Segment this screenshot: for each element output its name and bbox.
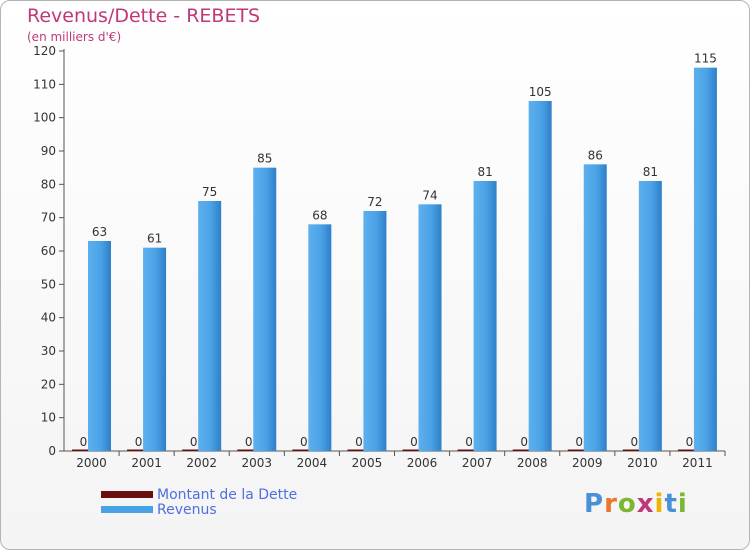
bar-dette [347,449,371,451]
y-tick-label: 40 [41,311,56,325]
logo-letter: i [654,489,665,519]
data-label-revenus: 105 [529,85,552,99]
bar-revenus [638,181,662,451]
legend-label-dette: Montant de la Dette [157,486,298,503]
data-label-revenus: 81 [643,165,658,179]
y-tick-label: 60 [41,244,56,258]
bar-revenus [473,181,497,451]
bar-dette [402,449,426,451]
data-label-revenus: 81 [477,165,492,179]
y-tick-label: 10 [41,411,56,425]
data-label-revenus: 72 [367,195,382,209]
chart-subtitle: (en milliers d'€) [27,30,122,44]
y-tick-label: 120 [33,44,56,58]
x-tick-label: 2010 [627,456,658,470]
legend-swatch-revenus [101,506,153,513]
logo-letter: x [636,489,655,519]
logo-letter: i [677,489,688,519]
bar-dette [457,449,481,451]
legend-item-dette: Montant de la Dette [101,486,298,503]
bar-dette [127,449,151,451]
x-tick-label: 2011 [682,456,713,470]
data-label-revenus: 68 [312,208,327,222]
logo-letter: P [584,489,605,519]
bar-dette [567,449,591,451]
y-tick-label: 100 [33,111,56,125]
x-tick-label: 2008 [517,456,548,470]
bar-revenus [528,101,552,451]
x-tick-label: 2007 [462,456,493,470]
data-label-dette: 0 [410,435,418,449]
data-label-revenus: 75 [202,185,217,199]
x-tick-label: 2006 [407,456,438,470]
bar-revenus [198,201,222,451]
x-tick-label: 2003 [242,456,273,470]
legend-label-revenus: Revenus [157,501,217,518]
chart-legend: Montant de la Dette Revenus [101,486,298,518]
data-label-dette: 0 [300,435,308,449]
data-label-revenus: 86 [588,148,603,162]
y-tick-label: 70 [41,211,56,225]
logo-letter: t [664,489,678,519]
bar-revenus [363,211,387,451]
data-label-dette: 0 [80,435,88,449]
x-tick-label: 2002 [186,456,217,470]
bar-dette [237,449,261,451]
data-label-dette: 0 [190,435,198,449]
bar-revenus [143,247,167,451]
data-label-revenus: 74 [422,188,437,202]
data-label-dette: 0 [135,435,143,449]
data-label-dette: 0 [245,435,253,449]
bar-dette [182,449,206,451]
data-label-revenus: 63 [92,225,107,239]
data-label-dette: 0 [686,435,694,449]
data-label-revenus: 85 [257,152,272,166]
bar-revenus [583,164,607,452]
y-tick-label: 50 [41,277,56,291]
bar-revenus [418,204,442,451]
data-label-revenus: 115 [694,52,717,66]
y-tick-label: 30 [41,344,56,358]
bar-revenus [253,167,277,451]
data-label-dette: 0 [465,435,473,449]
bar-dette [512,449,536,451]
data-label-dette: 0 [631,435,639,449]
legend-swatch-dette [101,491,153,498]
y-tick-label: 0 [48,444,56,458]
logo-letter: r [604,489,618,519]
bar-revenus [88,241,111,451]
x-tick-label: 2005 [352,456,383,470]
x-tick-label: 2004 [297,456,328,470]
y-tick-label: 110 [33,77,56,91]
data-label-revenus: 61 [147,232,162,246]
bar-dette [292,449,316,451]
bar-revenus [693,67,717,452]
y-tick-label: 90 [41,144,56,158]
x-tick-label: 2001 [131,456,162,470]
bar-dette [677,449,701,451]
x-tick-label: 2000 [76,456,107,470]
data-label-dette: 0 [520,435,528,449]
proxiti-logo: Proxiti [584,489,688,519]
x-tick-label: 2009 [572,456,603,470]
chart-title: Revenus/Dette - REBETS [27,5,261,27]
bar-dette [622,449,646,451]
legend-item-revenus: Revenus [101,501,297,518]
bar-revenus [308,224,332,451]
data-label-dette: 0 [575,435,583,449]
y-tick-label: 20 [41,377,56,391]
bar-dette [72,449,95,451]
logo-letter: o [617,489,637,519]
y-tick-label: 80 [41,177,56,191]
data-label-dette: 0 [355,435,363,449]
